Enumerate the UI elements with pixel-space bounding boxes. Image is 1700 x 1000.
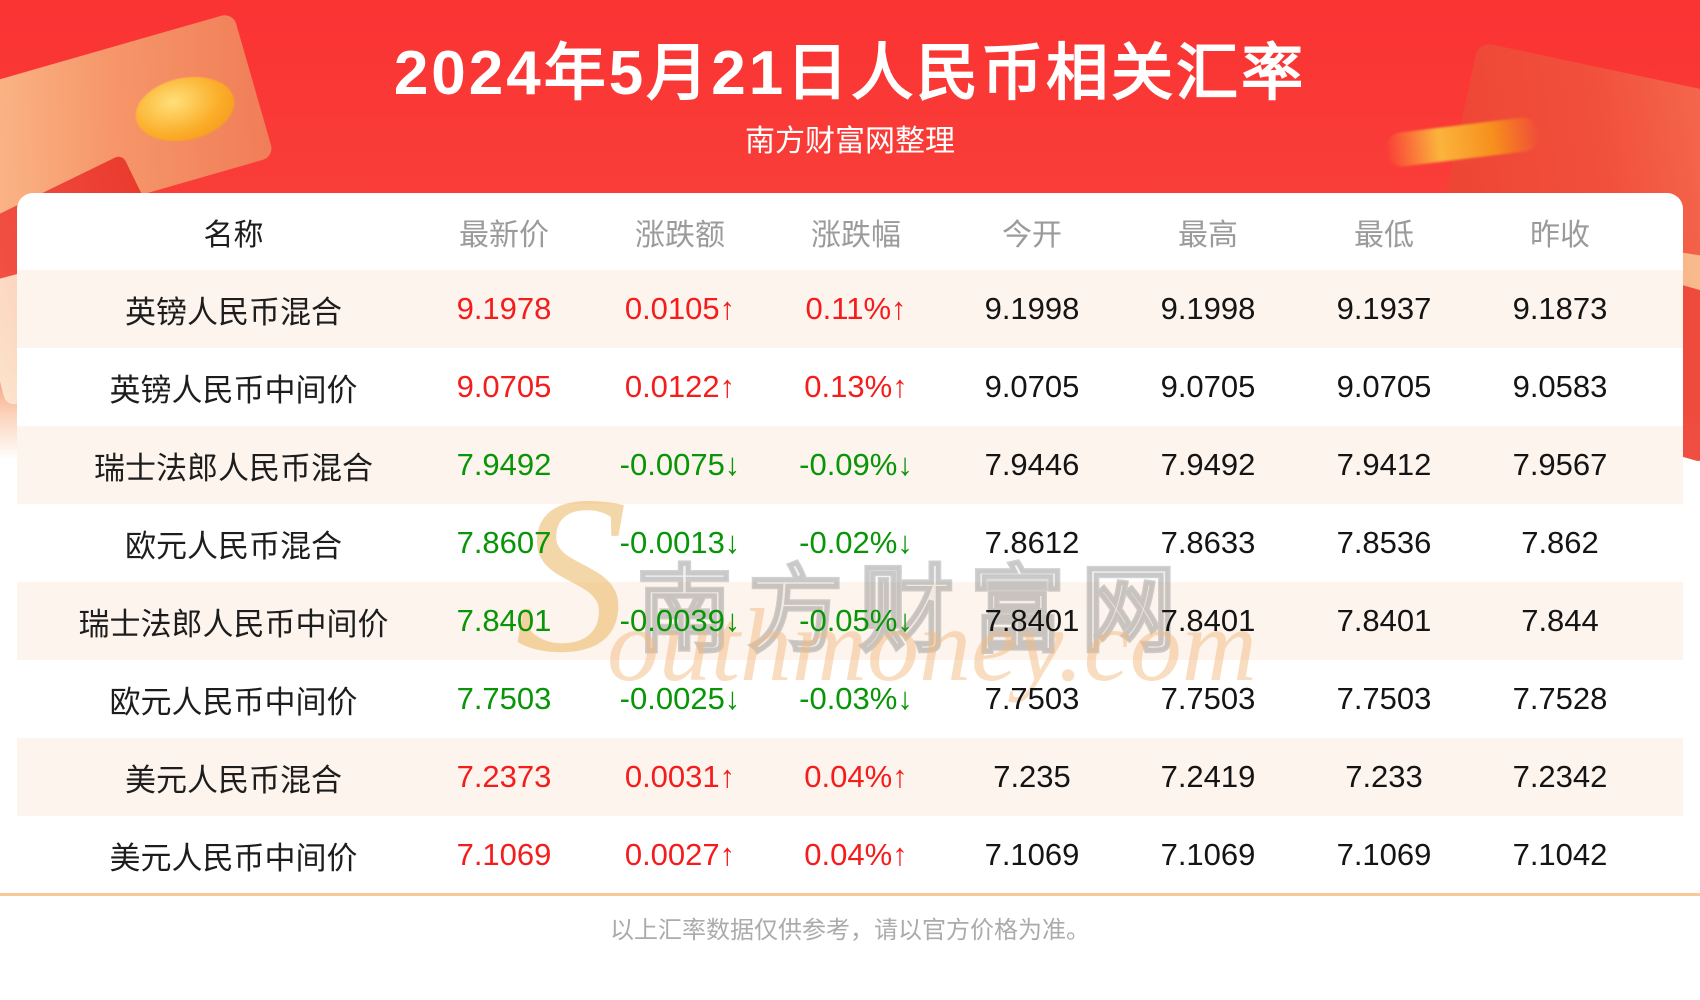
cell-change: -0.0013↓ — [619, 525, 741, 560]
page-subtitle: 南方财富网整理 — [745, 125, 955, 158]
row-stripe — [17, 582, 1683, 660]
table-row: 美元人民币中间价 7.1069 0.0027↑ 0.04%↑ 7.1069 7.1069 7… — [17, 816, 1683, 894]
column-header-4: 涨跌幅 — [811, 218, 901, 252]
table-row: 欧元人民币中间价 7.7503 -0.0025↓ -0.03%↓ 7.7503 7.750… — [17, 660, 1683, 738]
rates-table-body: 英镑人民币混合 9.1978 0.0105↑ 0.11%↑ 9.1998 9.1998 9.… — [17, 270, 1683, 894]
currency-name: 英镑人民币混合 — [125, 294, 342, 330]
cell-change: -0.0075↓ — [619, 447, 741, 482]
cell-prev_close: 7.2342 — [1512, 759, 1608, 794]
cell-change: 0.0027↑ — [624, 837, 736, 872]
cell-open: 7.235 — [993, 759, 1071, 794]
cell-low: 7.9412 — [1336, 447, 1432, 482]
cell-change_pct: 0.13%↑ — [804, 369, 908, 404]
cell-prev_close: 7.844 — [1521, 603, 1599, 638]
table-row: 英镑人民币混合 9.1978 0.0105↑ 0.11%↑ 9.1998 9.1998 9.… — [17, 270, 1683, 348]
table-row: 瑞士法郎人民币中间价 7.8401 -0.0039↓ -0.05%↓ 7.8401 7.8… — [17, 582, 1683, 660]
cell-high: 7.7503 — [1160, 681, 1256, 716]
column-header-8: 昨收 — [1530, 218, 1590, 252]
footer-divider — [0, 893, 1700, 896]
row-stripe — [17, 270, 1683, 348]
row-stripe — [17, 426, 1683, 504]
column-header-3: 涨跌额 — [635, 218, 725, 252]
cell-open: 7.9446 — [984, 447, 1080, 482]
column-header-7: 最低 — [1354, 218, 1414, 252]
cell-prev_close: 9.1873 — [1512, 291, 1608, 326]
cell-change_pct: -0.02%↓ — [799, 525, 913, 560]
cell-high: 7.8401 — [1160, 603, 1256, 638]
cell-low: 7.8536 — [1336, 525, 1432, 560]
cell-prev_close: 7.7528 — [1512, 681, 1608, 716]
rates-table: 名称 最新价 涨跌额 涨跌幅 今开 最高 最低 昨收 英镑人民币混合 9.1978 0.0105↑… — [17, 193, 1683, 894]
cell-low: 9.0705 — [1336, 369, 1432, 404]
rates-table-header: 名称 最新价 涨跌额 涨跌幅 今开 最高 最低 昨收 — [17, 193, 1683, 270]
cell-latest: 9.0705 — [456, 369, 552, 404]
currency-name: 瑞士法郎人民币混合 — [94, 450, 373, 486]
cell-high: 7.2419 — [1160, 759, 1256, 794]
column-header-1: 名称 — [203, 218, 264, 252]
cell-change_pct: 0.11%↑ — [805, 291, 907, 326]
column-header-5: 今开 — [1002, 218, 1062, 252]
cell-high: 9.1998 — [1160, 291, 1256, 326]
currency-name: 欧元人民币中间价 — [109, 684, 358, 720]
cell-latest: 7.2373 — [456, 759, 552, 794]
currency-name: 美元人民币中间价 — [109, 840, 358, 876]
cell-change: 0.0122↑ — [624, 369, 736, 404]
cell-prev_close: 9.0583 — [1512, 369, 1608, 404]
cell-prev_close: 7.1042 — [1512, 837, 1608, 872]
cell-change: 0.0105↑ — [624, 291, 736, 326]
table-row: 英镑人民币中间价 9.0705 0.0122↑ 0.13%↑ 9.0705 9.0705 9… — [17, 348, 1683, 426]
cell-prev_close: 7.9567 — [1512, 447, 1608, 482]
cell-latest: 7.1069 — [456, 837, 552, 872]
cell-change: -0.0025↓ — [619, 681, 741, 716]
table-row: 瑞士法郎人民币混合 7.9492 -0.0075↓ -0.09%↓ 7.9446 7.94… — [17, 426, 1683, 504]
currency-name: 英镑人民币中间价 — [109, 372, 358, 408]
cell-change_pct: -0.05%↓ — [799, 603, 913, 638]
cell-change_pct: -0.03%↓ — [799, 681, 913, 716]
cell-open: 9.1998 — [984, 291, 1080, 326]
column-header-2: 最新价 — [459, 218, 549, 252]
cell-open: 7.8401 — [984, 603, 1080, 638]
cell-open: 7.7503 — [984, 681, 1080, 716]
cell-latest: 7.7503 — [456, 681, 552, 716]
cell-change_pct: 0.04%↑ — [804, 837, 908, 872]
disclaimer-text: 以上汇率数据仅供参考，请以官方价格为准。 — [610, 917, 1090, 944]
currency-name: 美元人民币混合 — [125, 762, 342, 798]
row-stripe — [17, 738, 1683, 816]
cell-high: 7.1069 — [1160, 837, 1256, 872]
cell-latest: 7.8401 — [456, 603, 552, 638]
column-header-6: 最高 — [1178, 218, 1238, 252]
cell-change: 0.0031↑ — [624, 759, 736, 794]
cell-latest: 7.8607 — [456, 525, 552, 560]
cell-open: 7.8612 — [984, 525, 1080, 560]
cell-latest: 9.1978 — [456, 291, 552, 326]
cell-low: 7.7503 — [1336, 681, 1432, 716]
cell-low: 7.233 — [1345, 759, 1423, 794]
cell-change_pct: -0.09%↓ — [799, 447, 913, 482]
cell-change: -0.0039↓ — [619, 603, 741, 638]
cell-high: 7.8633 — [1160, 525, 1256, 560]
table-row: 美元人民币混合 7.2373 0.0031↑ 0.04%↑ 7.235 7.2419 7.2… — [17, 738, 1683, 816]
table-row: 欧元人民币混合 7.8607 -0.0013↓ -0.02%↓ 7.8612 7.8633… — [17, 504, 1683, 582]
page-title: 2024年5月21日人民币相关汇率 — [393, 39, 1307, 108]
cell-high: 9.0705 — [1160, 369, 1256, 404]
cell-open: 9.0705 — [984, 369, 1080, 404]
cell-low: 7.8401 — [1336, 603, 1432, 638]
cell-latest: 7.9492 — [456, 447, 552, 482]
cell-prev_close: 7.862 — [1521, 525, 1599, 560]
currency-name: 欧元人民币混合 — [125, 528, 342, 564]
cell-low: 9.1937 — [1336, 291, 1432, 326]
cell-change_pct: 0.04%↑ — [804, 759, 908, 794]
cell-open: 7.1069 — [984, 837, 1080, 872]
cell-high: 7.9492 — [1160, 447, 1256, 482]
rates-table-card — [17, 193, 1683, 894]
cell-low: 7.1069 — [1336, 837, 1432, 872]
currency-name: 瑞士法郎人民币中间价 — [78, 606, 389, 642]
